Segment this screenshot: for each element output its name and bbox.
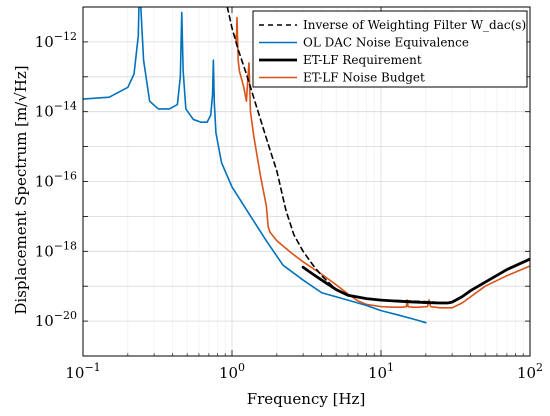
y-tick-labels: 10−12 10−14 10−16 10−18 10−20 bbox=[35, 30, 77, 330]
x-tick-label: 101 bbox=[368, 361, 394, 382]
y-tick-label: 10−20 bbox=[35, 309, 77, 330]
x-tick-labels: 10−1 100 101 102 bbox=[65, 361, 543, 382]
legend-box bbox=[252, 10, 528, 88]
y-tick-label: 10−18 bbox=[35, 239, 77, 260]
x-tick-label: 10−1 bbox=[65, 361, 100, 382]
series-layer bbox=[83, 7, 530, 324]
series-line-1 bbox=[83, 7, 427, 324]
x-axis-label: Frequency [Hz] bbox=[247, 390, 366, 408]
x-tick-label: 102 bbox=[517, 361, 543, 382]
legend-label-3: ET-LF Noise Budget bbox=[303, 71, 425, 85]
legend: Inverse of Weighting Filter W_dac(s) OL D… bbox=[252, 10, 528, 88]
tick-marks bbox=[82, 6, 530, 357]
legend-label-0: Inverse of Weighting Filter W_dac(s) bbox=[303, 18, 526, 32]
series-line-0 bbox=[226, 7, 530, 304]
y-tick-label: 10−12 bbox=[35, 30, 77, 51]
y-tick-label: 10−16 bbox=[35, 170, 77, 191]
legend-label-2: ET-LF Requirement bbox=[303, 53, 422, 67]
x-tick-label: 100 bbox=[219, 361, 245, 382]
y-axis-label: Displacement Spectrum [m/√Hz] bbox=[12, 65, 30, 314]
y-tick-label: 10−14 bbox=[35, 100, 77, 121]
legend-label-1: OL DAC Noise Equivalence bbox=[303, 36, 469, 50]
